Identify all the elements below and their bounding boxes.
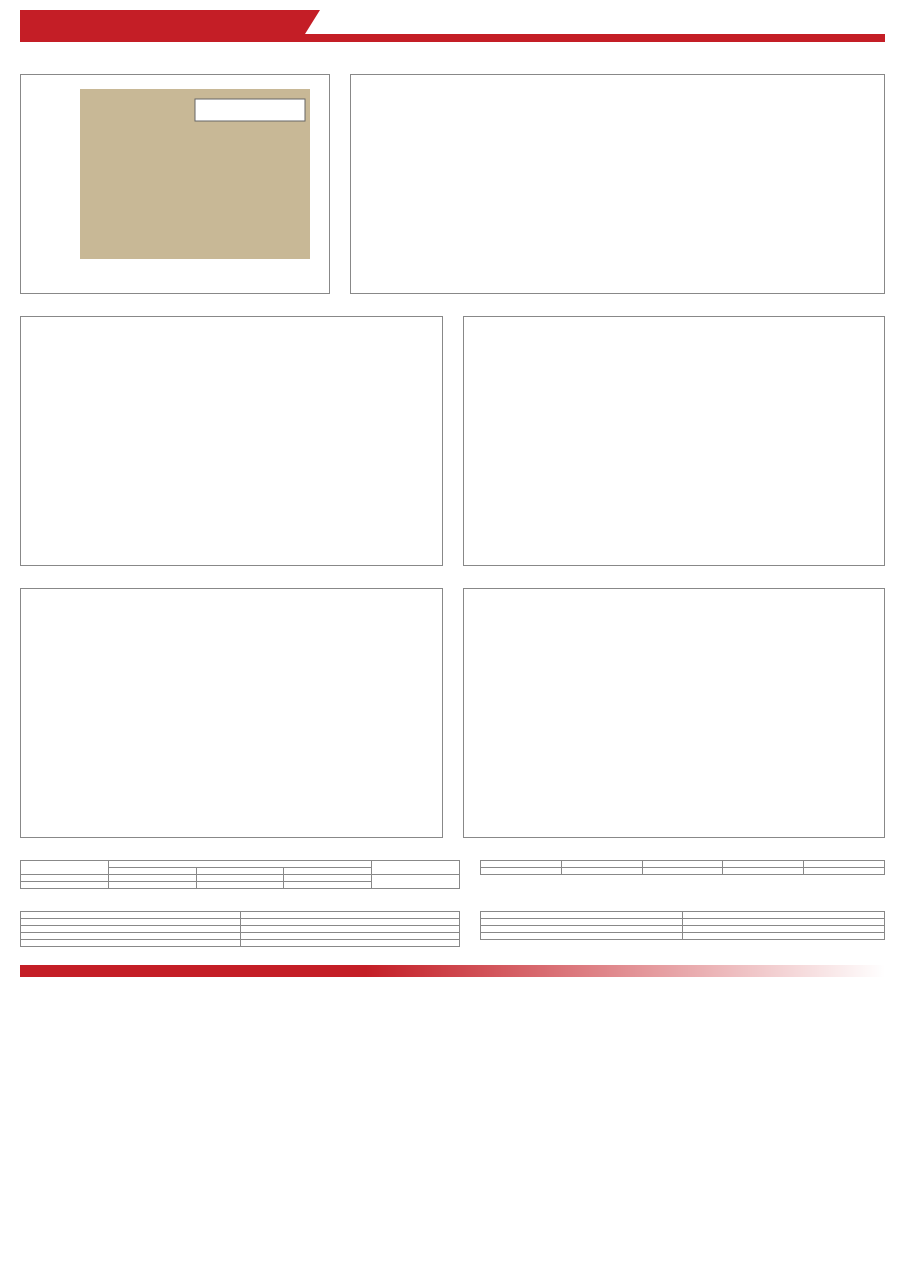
table-tempcap: [20, 911, 460, 947]
header-banner: [20, 10, 885, 50]
chart-trickle: [20, 74, 330, 294]
chart-terminal: [463, 588, 886, 838]
table-charging: [20, 860, 460, 889]
chart-retention: [350, 74, 885, 294]
chart-cycleuse: [20, 588, 443, 838]
table-discharge: [480, 860, 885, 875]
footer-bar: [20, 965, 885, 977]
table-selfdis: [480, 911, 885, 940]
chart-cyclelife: [463, 316, 886, 566]
chart-standby: [20, 316, 443, 566]
